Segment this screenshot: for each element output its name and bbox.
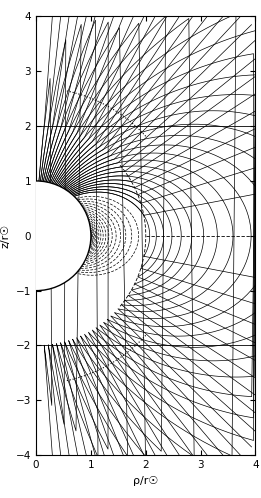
- Circle shape: [0, 181, 91, 291]
- X-axis label: ρ/r☉: ρ/r☉: [133, 476, 158, 486]
- Y-axis label: z/r☉: z/r☉: [0, 224, 10, 248]
